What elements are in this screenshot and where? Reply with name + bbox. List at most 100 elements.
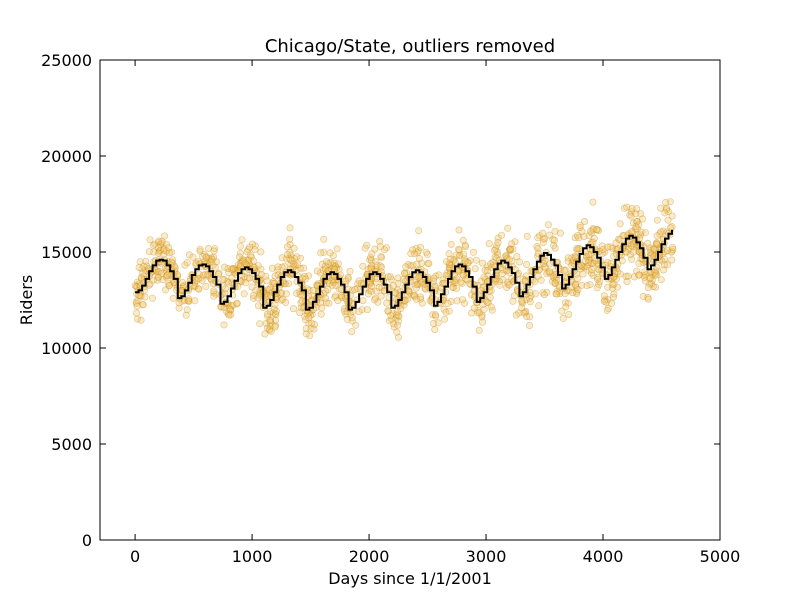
scatter-point	[451, 278, 459, 286]
scatter-point	[555, 288, 563, 296]
scatter-point	[515, 258, 523, 266]
scatter-point	[257, 248, 265, 256]
scatter-point	[322, 258, 330, 266]
scatter-point	[513, 253, 521, 261]
scatter-point	[543, 288, 551, 296]
scatter-point	[233, 299, 241, 307]
scatter-point	[334, 297, 342, 305]
scatter-point	[237, 278, 245, 286]
scatter-point	[575, 245, 583, 253]
scatter-point	[181, 297, 189, 305]
scatter-point	[616, 270, 624, 278]
scatter-point	[634, 231, 642, 239]
scatter-point	[540, 291, 548, 299]
scatter-point	[399, 275, 407, 283]
scatter-point	[237, 258, 245, 266]
scatter-point	[489, 258, 497, 266]
scatter-point	[227, 305, 235, 313]
scatter-point	[297, 254, 305, 262]
scatter-point	[463, 276, 471, 284]
scatter-point	[429, 277, 437, 285]
scatter-point	[286, 248, 294, 256]
scatter-point	[359, 297, 367, 305]
scatter-point	[306, 332, 314, 340]
scatter-point	[632, 223, 640, 231]
scatter-point	[623, 248, 631, 256]
scatter-point	[503, 267, 511, 275]
scatter-point	[443, 258, 451, 266]
scatter-point	[526, 295, 534, 303]
scatter-point	[238, 256, 246, 264]
scatter-point	[404, 295, 412, 303]
scatter-point	[321, 294, 329, 302]
scatter-point	[198, 276, 206, 284]
scatter-point	[443, 270, 451, 278]
scatter-point	[586, 227, 594, 235]
scatter-point	[481, 275, 489, 283]
scatter-point	[472, 256, 480, 264]
scatter-point	[608, 244, 616, 252]
scatter-point	[133, 283, 141, 291]
scatter-point	[269, 278, 277, 286]
scatter-point	[663, 247, 671, 255]
scatter-point	[439, 276, 447, 284]
scatter-point	[196, 245, 204, 253]
scatter-point	[223, 308, 231, 316]
scatter-point	[556, 229, 564, 237]
scatter-point	[653, 216, 661, 224]
scatter-point	[561, 266, 569, 274]
scatter-point	[515, 309, 523, 317]
scatter-point	[317, 294, 325, 302]
scatter-point	[404, 260, 412, 268]
scatter-point	[494, 238, 502, 246]
scatter-point	[250, 257, 258, 265]
scatter-point	[424, 259, 432, 267]
scatter-point	[224, 279, 232, 287]
scatter-point	[415, 227, 423, 235]
scatter-point	[290, 260, 298, 268]
scatter-point	[342, 310, 350, 318]
scatter-point	[541, 256, 549, 264]
scatter-point	[623, 278, 631, 286]
scatter-point	[211, 245, 219, 253]
scatter-point	[469, 248, 477, 256]
scatter-point	[189, 253, 197, 261]
scatter-point	[236, 249, 244, 257]
scatter-point	[479, 300, 487, 308]
scatter-point	[578, 281, 586, 289]
scatter-point	[669, 245, 677, 253]
scatter-point	[493, 254, 501, 262]
scatter-point	[413, 260, 421, 268]
scatter-point	[348, 328, 356, 336]
scatter-point	[601, 248, 609, 256]
scatter-point	[564, 254, 572, 262]
scatter-point	[245, 256, 253, 264]
scatter-point	[244, 258, 252, 266]
scatter-point	[618, 257, 626, 265]
scatter-point	[251, 242, 259, 250]
scatter-point	[485, 240, 493, 248]
scatter-point	[331, 262, 339, 270]
scatter-point	[377, 292, 385, 300]
scatter-point	[155, 237, 163, 245]
scatter-point	[224, 264, 232, 272]
scatter-point	[512, 311, 520, 319]
y-tick-label: 5000	[51, 435, 92, 454]
scatter-point	[139, 269, 147, 277]
scatter-point	[231, 265, 239, 273]
scatter-point	[523, 260, 531, 268]
scatter-point	[572, 281, 580, 289]
scatter-point	[155, 247, 163, 255]
scatter-point	[608, 284, 616, 292]
scatter-point	[627, 242, 635, 250]
scatter-point	[662, 199, 670, 207]
scatter-point	[195, 285, 203, 293]
scatter-point	[315, 280, 323, 288]
scatter-point	[508, 257, 516, 265]
scatter-point	[507, 245, 515, 253]
scatter-point	[272, 307, 280, 315]
scatter-point	[549, 236, 557, 244]
scatter-point	[480, 305, 488, 313]
scatter-point	[263, 277, 271, 285]
